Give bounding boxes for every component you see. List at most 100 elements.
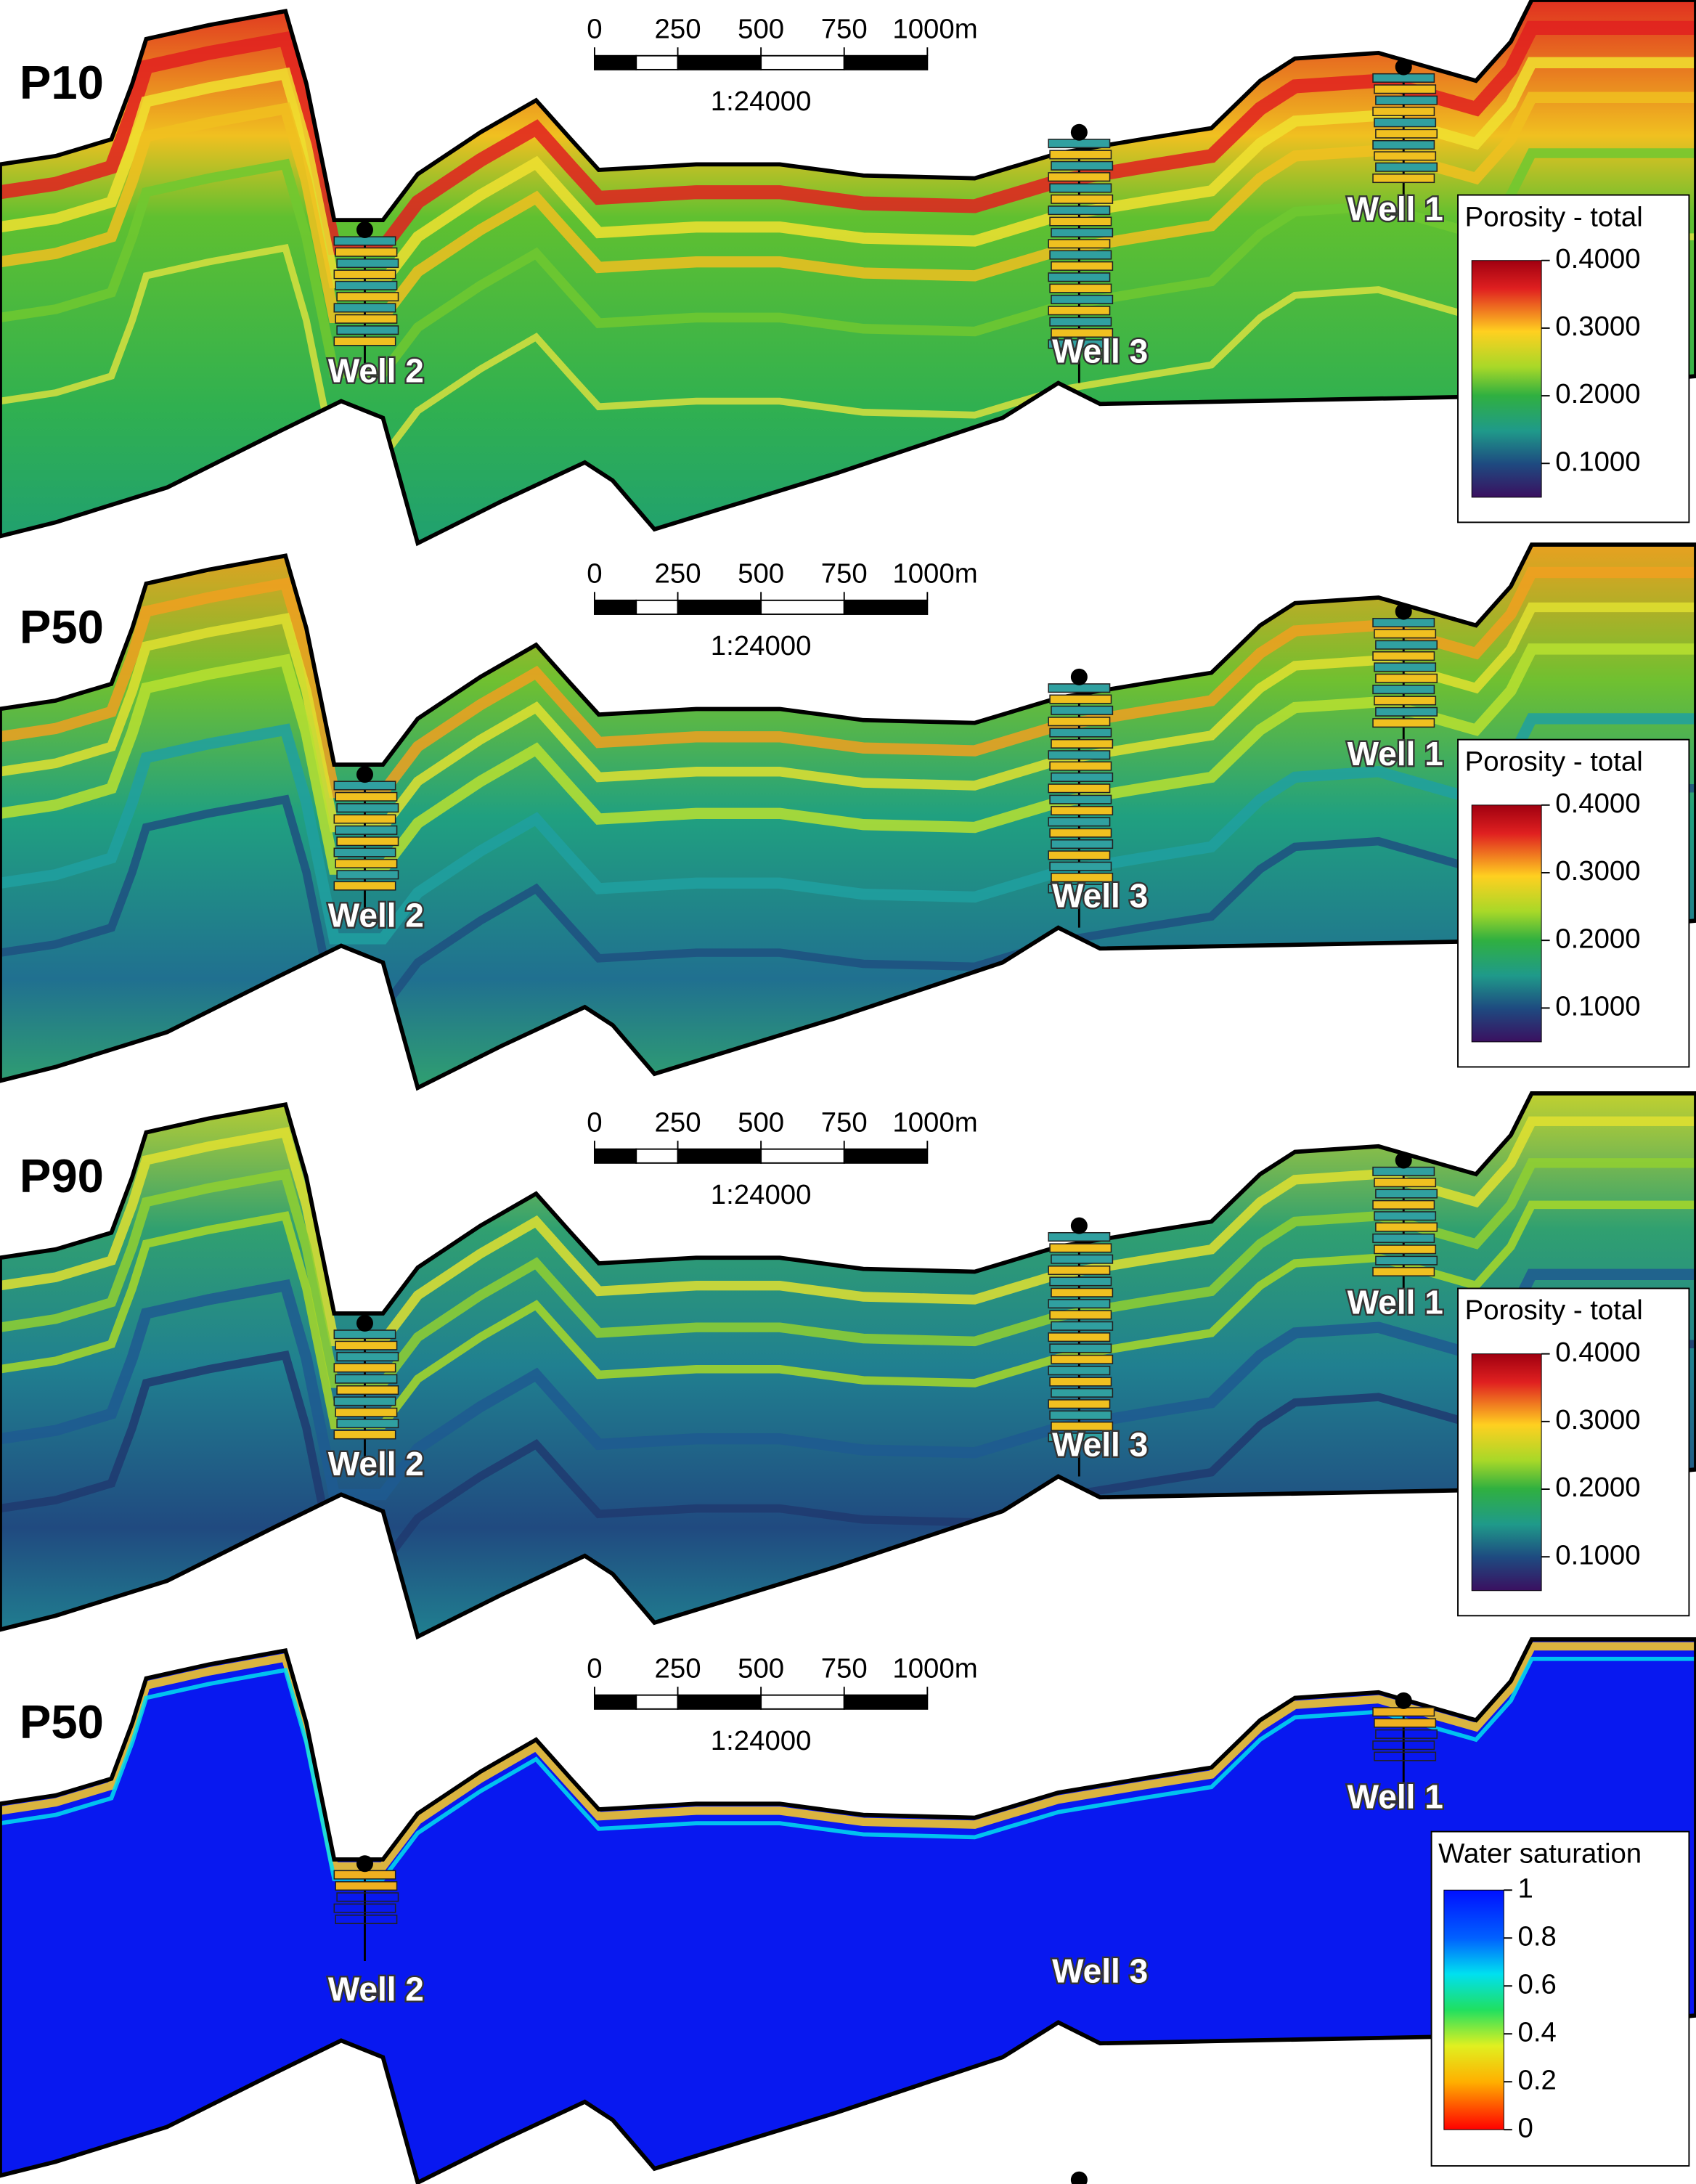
scale-bar-segment <box>843 1148 929 1164</box>
well-log <box>1372 1740 1435 1751</box>
colorbar-tick-label: 0 <box>1518 2112 1533 2143</box>
well-label: Well 3 <box>1052 1425 1148 1463</box>
scale-bar-segment <box>635 54 679 70</box>
well-log <box>336 1892 399 1902</box>
scale-bar-segment <box>760 1694 845 1710</box>
well-log <box>1049 1410 1112 1420</box>
well-log <box>1375 640 1438 650</box>
well-log <box>333 814 396 824</box>
scale-bar-segment <box>593 1148 637 1164</box>
well-log <box>1374 1244 1437 1255</box>
well-log <box>335 314 398 324</box>
well-log <box>336 870 399 880</box>
well-label: Well 2 <box>328 351 424 389</box>
well-head <box>356 1855 373 1873</box>
section-layers <box>0 20 1696 461</box>
colorbar-tick-label: 1 <box>1518 1873 1533 1904</box>
well-head <box>356 766 373 783</box>
well-log <box>1049 150 1112 160</box>
colorbar-tick-label: 0.4000 <box>1555 788 1640 819</box>
well-log <box>1375 706 1438 717</box>
well-log <box>1051 294 1114 304</box>
colorbar-tick-label: 0.3000 <box>1555 311 1640 342</box>
well-log <box>1374 662 1437 672</box>
well-log <box>335 791 398 802</box>
colorbar <box>1471 1353 1542 1592</box>
well-log <box>1375 1189 1438 1199</box>
section-layers <box>0 1116 1696 1569</box>
scale-bar-segment <box>593 599 637 615</box>
section-outline <box>0 1637 1696 2184</box>
well-log <box>1374 1718 1437 1728</box>
well-log <box>1048 1332 1111 1342</box>
scale-bar-label: 750 <box>821 13 868 44</box>
well-log <box>1374 84 1437 94</box>
panel-label: P90 <box>20 1149 104 1202</box>
well-log <box>1048 750 1111 760</box>
well-log <box>1049 183 1112 193</box>
well-log <box>335 1374 398 1384</box>
well-log <box>1051 839 1114 849</box>
scale-bar-label: 500 <box>738 1653 784 1684</box>
well-log <box>1049 828 1112 838</box>
layer-band <box>0 1158 1696 1388</box>
panel-label: P50 <box>20 1695 104 1748</box>
panel: Well 2 Well 3 Well 1 P90 0 250 500 750 1000m 1:24… <box>0 1091 1696 1640</box>
well-label: Well 1 <box>1348 1778 1443 1816</box>
scale-bar-segment <box>635 599 679 615</box>
well-label: Well 3 <box>1052 1952 1148 1989</box>
layer-band <box>0 1200 1696 1430</box>
scale-bar-segment <box>635 1148 679 1164</box>
well-label: Well 3 <box>1052 332 1148 370</box>
well-log <box>1049 694 1112 704</box>
well-log <box>1051 194 1114 204</box>
well-log <box>1049 1343 1112 1353</box>
well-log <box>1051 873 1114 883</box>
well-log <box>335 1881 398 1891</box>
well-log <box>1051 327 1114 338</box>
panel: Well 2 Well 3 Well 1 P10 0 250 500 750 1000m 1:24… <box>0 0 1696 547</box>
well-log <box>1372 718 1435 728</box>
well-log <box>1374 1178 1437 1188</box>
scale-bar-segment <box>760 1148 845 1164</box>
well-label: Well 2 <box>328 1970 424 2008</box>
colorbar-tick-label: 0.1000 <box>1555 1539 1640 1570</box>
well-log <box>1049 283 1112 293</box>
colorbar-tick-label: 0.8 <box>1518 1920 1557 1952</box>
well-log <box>336 836 399 847</box>
well-log <box>333 336 396 346</box>
well-log <box>1375 1222 1438 1232</box>
layer-band <box>0 1340 1696 1569</box>
well-log <box>1051 805 1114 816</box>
well-log <box>335 1914 398 1925</box>
well-log <box>1048 1266 1111 1276</box>
well-log <box>1375 129 1438 139</box>
well-log <box>333 1430 396 1440</box>
well-log <box>1372 1199 1435 1210</box>
well-head <box>1070 123 1088 141</box>
well-label: Well 1 <box>1348 190 1443 228</box>
well-label: Well 1 <box>1348 1284 1443 1321</box>
colorbar-tick-label: 0.4000 <box>1555 1337 1640 1368</box>
well-log <box>1375 95 1438 105</box>
well-log <box>333 1363 396 1373</box>
scale-bar-segment <box>635 1694 679 1710</box>
scale-bar-segment <box>677 54 762 70</box>
scale-bar-segment <box>677 1148 762 1164</box>
section-outline <box>0 542 1696 1091</box>
well-log <box>1051 1321 1114 1331</box>
well-log <box>1374 151 1437 161</box>
layer-band <box>0 148 1696 378</box>
well-head <box>1395 1692 1412 1709</box>
well-log <box>1048 717 1111 727</box>
well-log <box>1049 861 1112 871</box>
well-log <box>1372 685 1435 695</box>
colorbar-title: Porosity - total <box>1465 1295 1643 1326</box>
scale-bar-label: 500 <box>738 13 784 44</box>
well-head <box>1070 668 1088 685</box>
well-log <box>335 858 398 868</box>
well-log <box>1048 1433 1111 1443</box>
well-log <box>1048 1299 1111 1309</box>
